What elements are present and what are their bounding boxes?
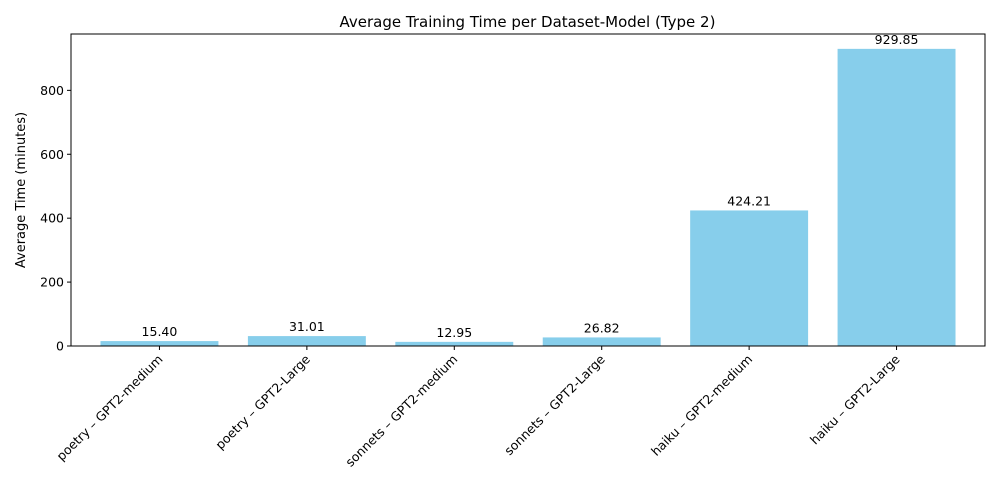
bar — [837, 48, 956, 346]
chart-title: Average Training Time per Dataset-Model … — [340, 13, 716, 31]
y-tick-label: 800 — [40, 83, 64, 98]
bar-value-label: 424.21 — [727, 193, 771, 208]
plot-area: 0 200 400 600 800 15.40 poetry – GPT2-medium 31… — [40, 32, 956, 470]
x-tick-label: sonnets – GPT2-medium — [342, 352, 460, 470]
bar — [247, 336, 366, 346]
y-tick-label: 600 — [40, 147, 64, 162]
x-tick-label: haiku – GPT2-Large — [807, 351, 903, 447]
bar-value-label: 15.40 — [142, 324, 178, 339]
bar-value-label: 26.82 — [584, 320, 620, 335]
bar — [542, 337, 661, 346]
x-tick-label: poetry – GPT2-medium — [53, 352, 165, 464]
y-tick-label: 200 — [40, 275, 64, 290]
bar-value-label: 12.95 — [436, 325, 472, 340]
y-tick-label: 400 — [40, 211, 64, 226]
bar-value-label: 929.85 — [875, 32, 919, 47]
x-tick-label: sonnets – GPT2-Large — [501, 351, 608, 458]
x-tick-label: haiku – GPT2-medium — [648, 352, 755, 459]
bar-value-label: 31.01 — [289, 319, 325, 334]
bar — [690, 210, 809, 346]
y-tick-label: 0 — [56, 339, 64, 354]
plot-frame — [70, 33, 986, 347]
bar — [395, 341, 514, 346]
y-axis-label: Average Time (minutes) — [14, 112, 29, 268]
x-tick-label: poetry – GPT2-Large — [212, 351, 313, 452]
bar — [100, 341, 219, 346]
